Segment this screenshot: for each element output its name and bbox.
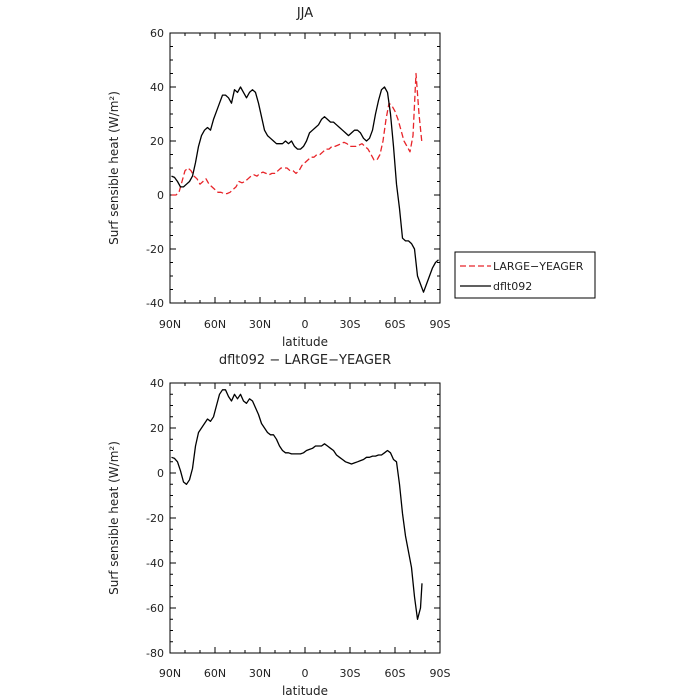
chart2-x-tick-label: 90S xyxy=(430,667,451,680)
chart2-x-tick-label: 0 xyxy=(302,667,309,680)
chart2-title: dflt092 − LARGE−YEAGER xyxy=(219,353,391,368)
chart1-y-tick-label: 0 xyxy=(157,189,164,202)
chart1-x-tick-label: 30S xyxy=(340,318,361,331)
chart2-y-tick-label: 40 xyxy=(150,377,164,390)
chart2-y-tick-label: -80 xyxy=(146,647,164,660)
chart2-series-line-1 xyxy=(171,389,423,620)
chart1-series-line-2 xyxy=(171,86,439,293)
chart2-x-tick-label: 30N xyxy=(249,667,271,680)
chart1-y-tick-label: -20 xyxy=(146,243,164,256)
chart2-x-tick-label: 30S xyxy=(340,667,361,680)
chart1-y-tick-label: 60 xyxy=(150,27,164,40)
legend-label-1: LARGE−YEAGER xyxy=(493,260,584,273)
chart1-y-tick-label: -40 xyxy=(146,297,164,310)
chart2-y-tick-label: 20 xyxy=(150,422,164,435)
chart2-y-axis-label: Surf sensible heat (W/m²) xyxy=(107,441,121,595)
chart1-series-line-1 xyxy=(171,72,423,196)
chart2-y-tick-label: 0 xyxy=(157,467,164,480)
chart1-x-axis-label: latitude xyxy=(282,335,328,349)
chart2-y-tick-label: -60 xyxy=(146,602,164,615)
legend-label-2: dflt092 xyxy=(493,280,532,293)
chart1-y-axis-label: Surf sensible heat (W/m²) xyxy=(107,91,121,245)
chart1-x-tick-label: 0 xyxy=(302,318,309,331)
chart2-x-tick-label: 60N xyxy=(204,667,226,680)
legend-box xyxy=(454,251,596,299)
chart1-y-tick-label: 20 xyxy=(150,135,164,148)
chart2-x-axis-label: latitude xyxy=(282,684,328,698)
chart1-y-tick-label: 40 xyxy=(150,81,164,94)
chart1-x-tick-label: 90S xyxy=(430,318,451,331)
chart1-x-tick-label: 30N xyxy=(249,318,271,331)
chart1-x-tick-label: 90N xyxy=(159,318,181,331)
chart2-x-tick-label: 90N xyxy=(159,667,181,680)
chart2-y-tick-label: -20 xyxy=(146,512,164,525)
chart2-y-tick-label: -40 xyxy=(146,557,164,570)
chart1-x-tick-label: 60N xyxy=(204,318,226,331)
chart2-x-tick-label: 60S xyxy=(385,667,406,680)
chart1-x-tick-label: 60S xyxy=(385,318,406,331)
chart1-title: JJA xyxy=(296,6,313,21)
chart2-plot-frame xyxy=(169,382,441,654)
chart1-plot-frame xyxy=(169,32,441,304)
